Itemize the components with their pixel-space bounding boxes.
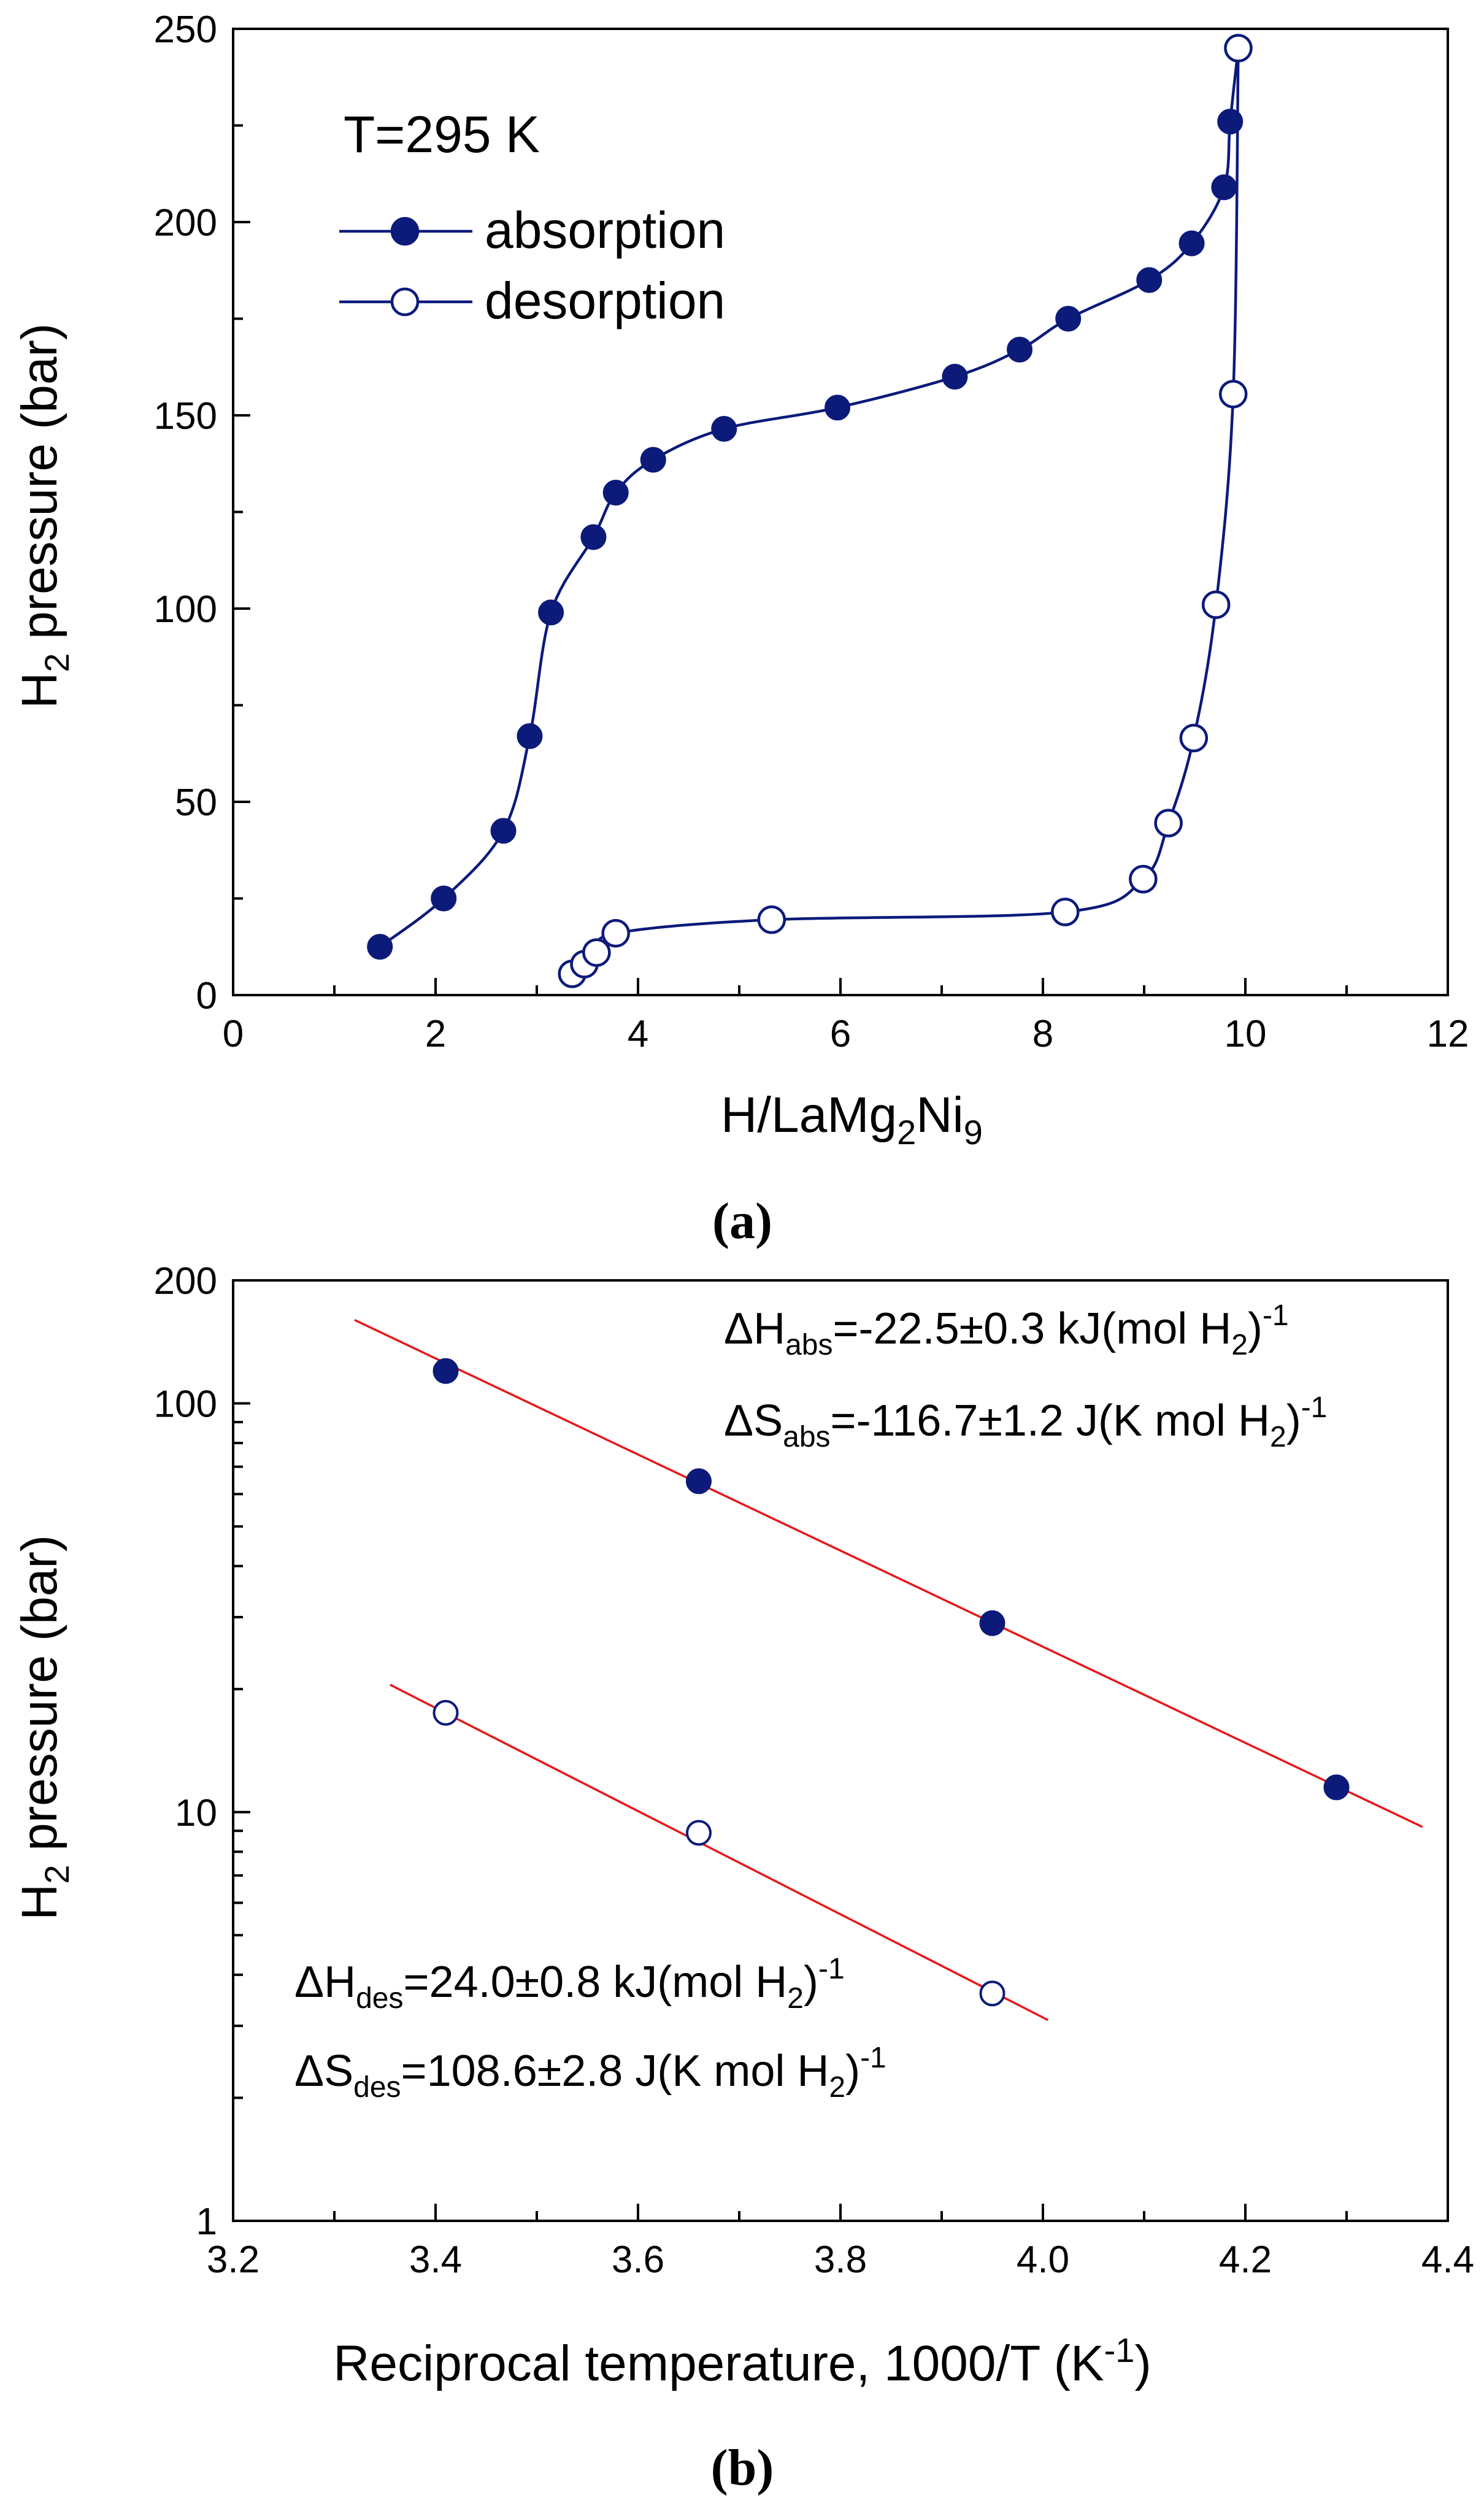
x-tick-label: 3.6 — [612, 2239, 664, 2281]
panel-b-tick-labels: 3.2 3.4 3.6 3.8 4.0 4.2 4.4 1 10 100 200 — [154, 1260, 1475, 2281]
absorption-fit-line — [354, 1318, 1423, 1828]
absorption-point — [431, 885, 457, 912]
absorption-point — [1178, 230, 1205, 256]
y-tick-label: 250 — [154, 9, 217, 51]
legend-absorption-marker — [390, 217, 420, 246]
absorption-point — [433, 1358, 459, 1384]
y-tick-label: 10 — [175, 1792, 217, 1834]
absorption-point — [942, 364, 968, 390]
desorption-point — [433, 1699, 459, 1726]
x-tick-label: 10 — [1224, 1013, 1267, 1055]
x-tick-label: 3.4 — [409, 2239, 462, 2281]
y-tick-label: 200 — [154, 1260, 217, 1302]
panel-b-x-axis-label: Reciprocal temperature, 1000/T (K-1) — [333, 2331, 1151, 2391]
panel-b-y-axis-label: H2 pressure (bar) — [12, 1535, 76, 1920]
desorption-point — [601, 918, 630, 948]
temperature-annotation: T=295 K — [344, 106, 540, 163]
x-tick-label: 3.2 — [207, 2239, 260, 2281]
absorption-point — [490, 818, 517, 844]
absorption-point — [1007, 336, 1033, 363]
x-tick-label: 6 — [830, 1013, 851, 1055]
desorption-point — [1224, 34, 1253, 63]
x-tick-label: 8 — [1032, 1013, 1053, 1055]
panel-a-plot-frame — [232, 28, 1449, 996]
x-tick-label: 0 — [223, 1013, 244, 1055]
absorption-point — [640, 447, 666, 473]
absorption-points-vant-hoff — [433, 1358, 1350, 1801]
x-tick-label: 4.0 — [1017, 2239, 1069, 2281]
desorption-point — [757, 905, 786, 934]
annotation-dh-des: ΔHdes=24.0±0.8 kJ(mol H2)-1 — [294, 1953, 845, 2015]
desorption-point — [1179, 723, 1209, 753]
absorption-point — [1323, 1774, 1350, 1801]
panel-a-y-axis-label: H2 pressure (bar) — [12, 323, 76, 709]
y-tick-label: 150 — [154, 395, 217, 437]
legend: absorption desorption — [339, 201, 725, 329]
absorption-point — [602, 480, 629, 506]
absorption-point — [1211, 174, 1237, 201]
annotation-ds-abs: ΔSabs=-116.7±1.2 J(K mol H2)-1 — [724, 1391, 1327, 1453]
legend-desorption-marker — [390, 287, 420, 317]
y-tick-label: 50 — [175, 782, 217, 824]
absorption-point — [825, 394, 851, 421]
legend-desorption-label: desorption — [485, 272, 725, 329]
annotation-dh-abs: ΔHabs=-22.5±0.3 kJ(mol H2)-1 — [724, 1299, 1289, 1361]
panel-b-caption: (b) — [711, 2439, 774, 2496]
desorption-point — [582, 938, 611, 967]
absorption-point — [517, 723, 543, 749]
panel-a-absorption-desorption-isotherm: 0 2 4 6 8 10 12 0 50 100 150 200 250 T=295 K absorpt… — [12, 9, 1469, 1250]
y-tick-label: 1 — [196, 2201, 217, 2243]
desorption-point — [1154, 809, 1183, 837]
panel-a-x-axis-label: H/LaMg2Ni9 — [721, 1087, 983, 1152]
x-tick-label: 2 — [425, 1013, 446, 1055]
desorption-point — [1218, 380, 1248, 409]
desorption-points — [558, 34, 1253, 988]
annotation-ds-des: ΔSdes=108.6±2.8 J(K mol H2)-1 — [294, 2042, 886, 2104]
absorption-point — [711, 416, 737, 442]
absorption-point — [367, 934, 393, 960]
panel-a-tick-labels: 0 2 4 6 8 10 12 0 50 100 150 200 250 — [154, 9, 1469, 1055]
desorption-curve — [571, 48, 1240, 975]
legend-absorption-label: absorption — [485, 201, 725, 259]
absorption-point — [979, 1610, 1005, 1636]
desorption-point — [1201, 590, 1231, 619]
absorption-point — [1217, 109, 1244, 135]
absorption-point — [580, 524, 607, 550]
x-tick-label: 12 — [1427, 1013, 1469, 1055]
panel-b-vant-hoff-plot: 3.2 3.4 3.6 3.8 4.0 4.2 4.4 1 10 100 200 ΔHabs=-22… — [12, 1260, 1474, 2496]
panel-a-ticks — [232, 28, 1449, 996]
desorption-point — [686, 1820, 712, 1846]
panel-b-ticks — [232, 1279, 1449, 2222]
thermodynamic-annotations: ΔHabs=-22.5±0.3 kJ(mol H2)-1 ΔSabs=-116.7… — [294, 1299, 1327, 2104]
desorption-points-vant-hoff — [433, 1699, 1005, 2007]
x-tick-label: 4.2 — [1219, 2239, 1272, 2281]
panel-a-caption: (a) — [712, 1193, 772, 1250]
y-tick-label: 100 — [154, 1383, 217, 1426]
absorption-point — [686, 1468, 712, 1494]
desorption-point — [979, 1980, 1005, 2007]
desorption-point — [1129, 864, 1158, 894]
y-tick-label: 200 — [154, 202, 217, 244]
x-tick-label: 3.8 — [814, 2239, 867, 2281]
x-tick-label: 4.4 — [1421, 2239, 1474, 2281]
absorption-point — [1136, 267, 1163, 293]
y-tick-label: 100 — [154, 588, 217, 631]
absorption-point — [1055, 306, 1082, 332]
x-tick-label: 4 — [628, 1013, 648, 1055]
absorption-curve — [379, 48, 1240, 948]
desorption-fit-line — [389, 1683, 1049, 2021]
absorption-points — [367, 35, 1251, 960]
y-tick-label: 0 — [196, 975, 217, 1017]
desorption-point — [1051, 898, 1080, 926]
absorption-point — [538, 599, 564, 626]
